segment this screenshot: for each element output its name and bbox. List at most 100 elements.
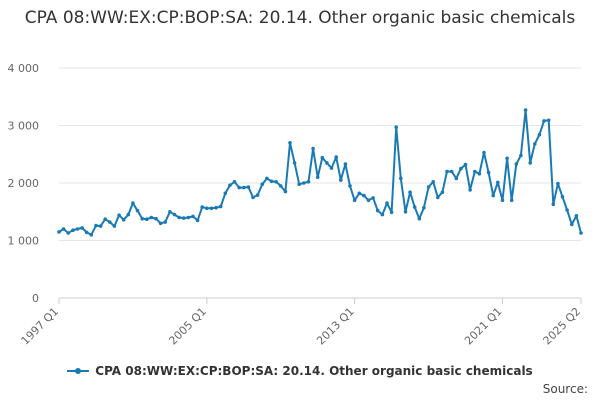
data-point[interactable]: [320, 155, 325, 160]
data-point[interactable]: [237, 185, 241, 190]
data-point[interactable]: [278, 184, 283, 188]
data-point[interactable]: [560, 195, 565, 199]
data-point[interactable]: [163, 220, 167, 224]
data-point[interactable]: [61, 227, 66, 231]
data-point[interactable]: [509, 198, 514, 203]
data-point[interactable]: [145, 217, 149, 221]
data-point[interactable]: [491, 193, 496, 198]
data-point[interactable]: [500, 198, 505, 203]
data-point[interactable]: [570, 222, 574, 227]
data-point[interactable]: [426, 185, 431, 189]
data-point[interactable]: [89, 233, 94, 237]
data-point[interactable]: [191, 214, 195, 219]
data-point[interactable]: [366, 198, 371, 203]
data-point[interactable]: [302, 181, 306, 185]
data-point[interactable]: [126, 212, 131, 217]
data-point[interactable]: [214, 205, 218, 210]
data-point[interactable]: [389, 210, 394, 215]
data-point[interactable]: [195, 218, 200, 223]
data-point[interactable]: [408, 190, 412, 194]
data-point[interactable]: [94, 223, 98, 228]
data-point[interactable]: [75, 227, 80, 231]
data-point[interactable]: [440, 190, 445, 194]
data-point[interactable]: [117, 213, 121, 217]
data-point[interactable]: [385, 201, 389, 205]
data-point[interactable]: [514, 162, 519, 166]
data-point[interactable]: [149, 215, 154, 220]
legend[interactable]: CPA 08:WW:EX:CP:BOP:SA: 20.14. Other org…: [0, 364, 600, 378]
data-point[interactable]: [329, 166, 334, 170]
data-point[interactable]: [260, 182, 265, 186]
data-point[interactable]: [177, 215, 181, 220]
data-point[interactable]: [394, 125, 399, 129]
data-point[interactable]: [528, 161, 532, 165]
data-point[interactable]: [246, 185, 251, 189]
data-point[interactable]: [154, 216, 158, 221]
data-point[interactable]: [265, 176, 269, 181]
data-point[interactable]: [463, 162, 468, 167]
data-point[interactable]: [288, 141, 292, 145]
data-point[interactable]: [556, 181, 560, 186]
data-point[interactable]: [403, 210, 408, 214]
data-point[interactable]: [66, 231, 70, 235]
data-point[interactable]: [103, 217, 107, 221]
data-point[interactable]: [533, 142, 537, 146]
data-point[interactable]: [315, 175, 320, 180]
data-point[interactable]: [232, 180, 237, 184]
data-point[interactable]: [131, 201, 135, 205]
data-point[interactable]: [496, 180, 500, 185]
data-point[interactable]: [218, 204, 223, 209]
data-point[interactable]: [223, 191, 228, 196]
data-point[interactable]: [311, 146, 315, 151]
data-point[interactable]: [209, 206, 214, 211]
data-point[interactable]: [242, 185, 246, 190]
data-point[interactable]: [362, 193, 366, 198]
data-point[interactable]: [283, 189, 288, 194]
data-point[interactable]: [71, 228, 75, 232]
data-point[interactable]: [482, 150, 486, 155]
data-point[interactable]: [135, 208, 140, 213]
data-point[interactable]: [297, 182, 302, 186]
data-point[interactable]: [158, 221, 163, 226]
data-point[interactable]: [422, 205, 426, 210]
data-point[interactable]: [339, 178, 343, 182]
data-point[interactable]: [477, 172, 482, 176]
data-point[interactable]: [519, 153, 523, 158]
data-point[interactable]: [436, 195, 440, 200]
data-point[interactable]: [269, 179, 274, 184]
data-point[interactable]: [325, 161, 329, 165]
data-point[interactable]: [445, 169, 449, 174]
data-point[interactable]: [375, 208, 380, 213]
source-credit[interactable]: Source:: [542, 382, 588, 396]
data-point[interactable]: [574, 214, 579, 218]
data-point[interactable]: [334, 155, 339, 159]
data-point[interactable]: [357, 191, 362, 196]
data-point[interactable]: [112, 224, 117, 228]
data-point[interactable]: [84, 230, 89, 235]
data-point[interactable]: [200, 205, 204, 209]
data-point[interactable]: [417, 216, 422, 221]
data-point[interactable]: [348, 184, 352, 188]
data-point[interactable]: [172, 212, 177, 217]
data-point[interactable]: [343, 162, 348, 166]
data-point[interactable]: [412, 205, 417, 209]
data-point[interactable]: [454, 176, 459, 181]
data-point[interactable]: [473, 169, 477, 174]
data-point[interactable]: [579, 231, 583, 235]
data-point[interactable]: [551, 202, 556, 207]
data-point[interactable]: [505, 156, 509, 161]
data-point[interactable]: [468, 188, 472, 192]
data-point[interactable]: [537, 132, 542, 137]
data-point[interactable]: [399, 176, 403, 181]
data-point[interactable]: [459, 166, 463, 171]
data-point[interactable]: [431, 180, 436, 184]
data-point[interactable]: [181, 216, 186, 220]
data-point[interactable]: [542, 119, 546, 123]
data-point[interactable]: [108, 220, 112, 224]
data-point[interactable]: [380, 212, 385, 217]
data-point[interactable]: [121, 218, 126, 222]
data-point[interactable]: [523, 108, 528, 112]
data-point[interactable]: [306, 180, 311, 184]
data-point[interactable]: [251, 195, 255, 200]
data-point[interactable]: [546, 118, 551, 123]
